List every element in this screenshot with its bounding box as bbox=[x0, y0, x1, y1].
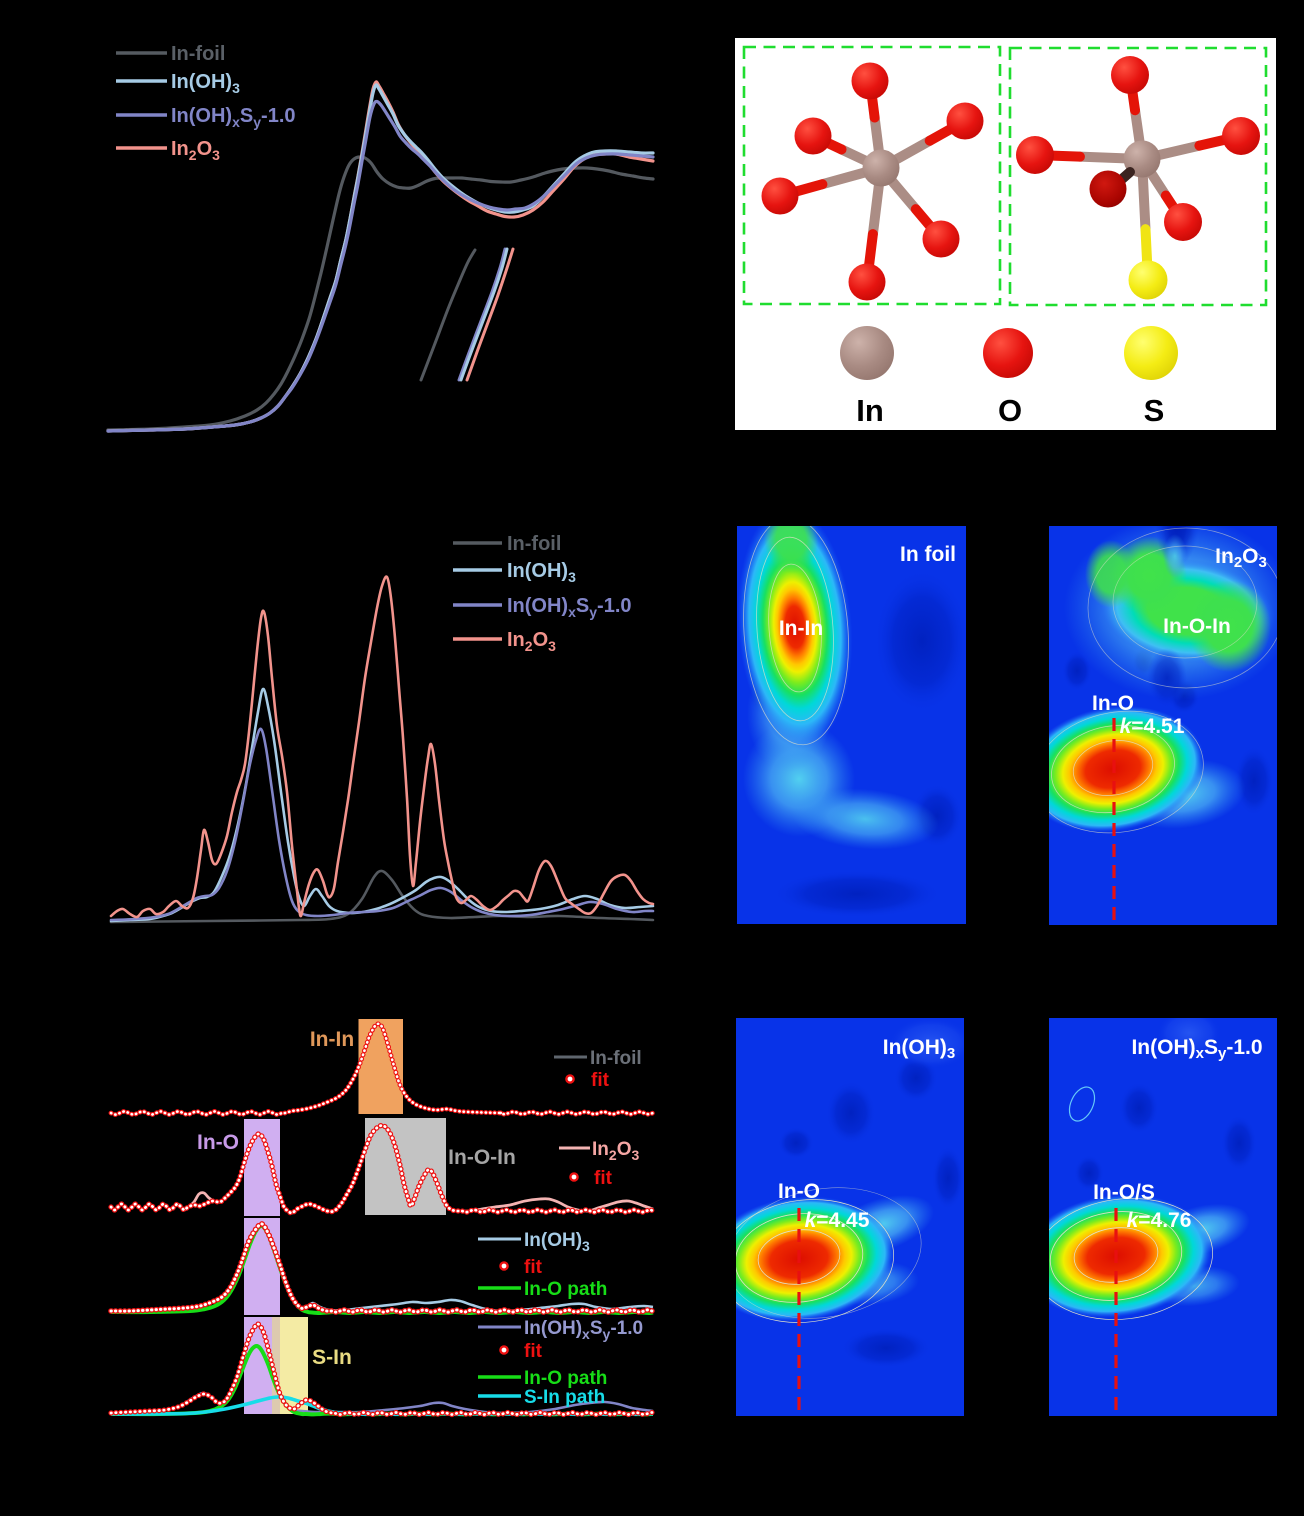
svg-text:In-In: In-In bbox=[779, 617, 823, 640]
svg-text:In-foil: In-foil bbox=[171, 43, 225, 65]
svg-text:In-O path: In-O path bbox=[524, 1279, 607, 1300]
svg-text:In(OH)3: In(OH)3 bbox=[524, 1230, 590, 1254]
svg-text:k=4.45: k=4.45 bbox=[805, 1209, 870, 1232]
svg-text:fit: fit bbox=[591, 1070, 610, 1091]
svg-text:In-O path: In-O path bbox=[524, 1368, 607, 1389]
svg-text:In-O: In-O bbox=[778, 1180, 820, 1203]
svg-text:In-foil: In-foil bbox=[507, 533, 561, 555]
svg-text:S-In: S-In bbox=[312, 1346, 352, 1369]
svg-text:k=4.51: k=4.51 bbox=[1120, 715, 1185, 738]
svg-text:k=4.76: k=4.76 bbox=[1127, 1209, 1192, 1232]
svg-text:O: O bbox=[998, 393, 1022, 428]
svg-text:In2O3: In2O3 bbox=[507, 629, 556, 654]
svg-text:In(OH)xSy-1.0: In(OH)xSy-1.0 bbox=[507, 595, 632, 620]
svg-text:In-O/S: In-O/S bbox=[1093, 1181, 1155, 1204]
svg-text:In-In: In-In bbox=[310, 1028, 354, 1051]
svg-text:In(OH)xSy-1.0: In(OH)xSy-1.0 bbox=[524, 1318, 643, 1342]
svg-text:In-O-In: In-O-In bbox=[1163, 615, 1231, 638]
svg-text:In(OH)3: In(OH)3 bbox=[171, 71, 240, 96]
svg-text:fit: fit bbox=[524, 1257, 543, 1278]
svg-text:fit: fit bbox=[524, 1341, 543, 1362]
svg-text:S: S bbox=[1144, 393, 1165, 428]
svg-text:In(OH)3: In(OH)3 bbox=[507, 560, 576, 585]
svg-text:In-O-In: In-O-In bbox=[448, 1146, 516, 1169]
svg-text:In(OH)3: In(OH)3 bbox=[883, 1036, 956, 1062]
svg-text:In: In bbox=[856, 393, 884, 428]
svg-text:S-In path: S-In path bbox=[524, 1387, 605, 1408]
svg-text:In2O3: In2O3 bbox=[171, 138, 220, 163]
svg-text:fit: fit bbox=[594, 1168, 613, 1189]
svg-text:In foil: In foil bbox=[900, 543, 956, 566]
svg-text:In-O: In-O bbox=[1092, 692, 1134, 715]
svg-text:In-O: In-O bbox=[197, 1131, 239, 1154]
svg-text:In-foil: In-foil bbox=[590, 1048, 642, 1069]
svg-text:In(OH)xSy-1.0: In(OH)xSy-1.0 bbox=[171, 105, 296, 130]
svg-text:In2O3: In2O3 bbox=[592, 1139, 639, 1163]
